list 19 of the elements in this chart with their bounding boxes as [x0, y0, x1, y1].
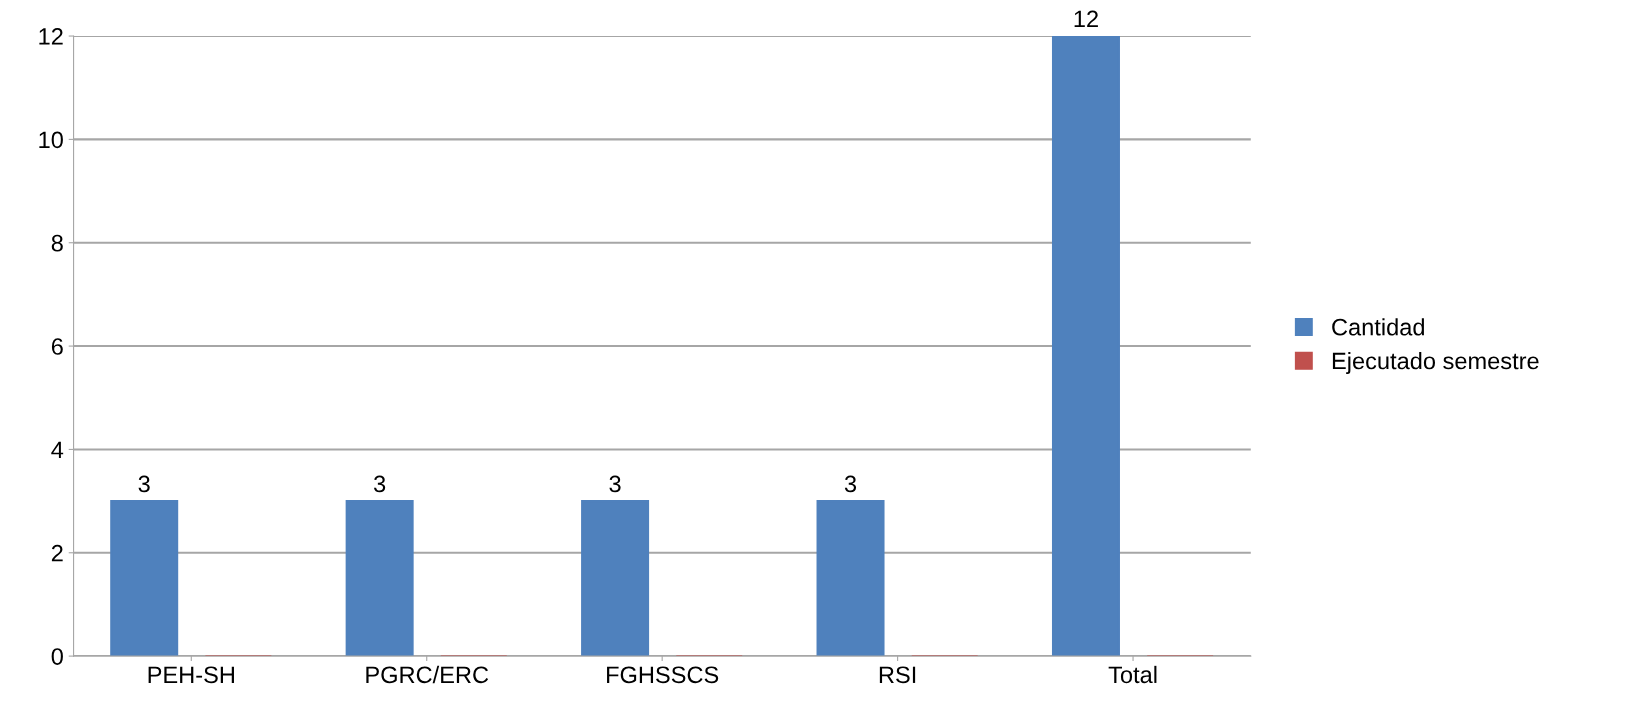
y-tick-label: 8	[51, 234, 63, 252]
data-label: 3	[844, 475, 857, 493]
legend-label: Ejecutado semestre	[1332, 351, 1539, 374]
data-label: 12	[1074, 10, 1098, 27]
x-tick-label: PEH-SH	[148, 666, 234, 684]
y-tick-label: 2	[51, 544, 63, 562]
legend-label: Cantidad	[1332, 318, 1424, 336]
x-tick-label: FGHSSCS	[607, 666, 719, 684]
data-label: 3	[138, 475, 150, 493]
y-tick-label: 4	[51, 441, 64, 458]
y-tick-label: 0	[51, 648, 63, 665]
x-tick-label: RSI	[879, 666, 916, 684]
x-tick-label: PGRC/ERC	[366, 665, 489, 684]
data-label: 3	[373, 475, 386, 493]
y-tick-label: 10	[39, 131, 63, 149]
y-tick-label: 12	[39, 28, 63, 45]
y-tick-label: 6	[51, 338, 63, 355]
x-tick-label: Total	[1108, 665, 1157, 684]
data-label: 3	[609, 475, 621, 493]
